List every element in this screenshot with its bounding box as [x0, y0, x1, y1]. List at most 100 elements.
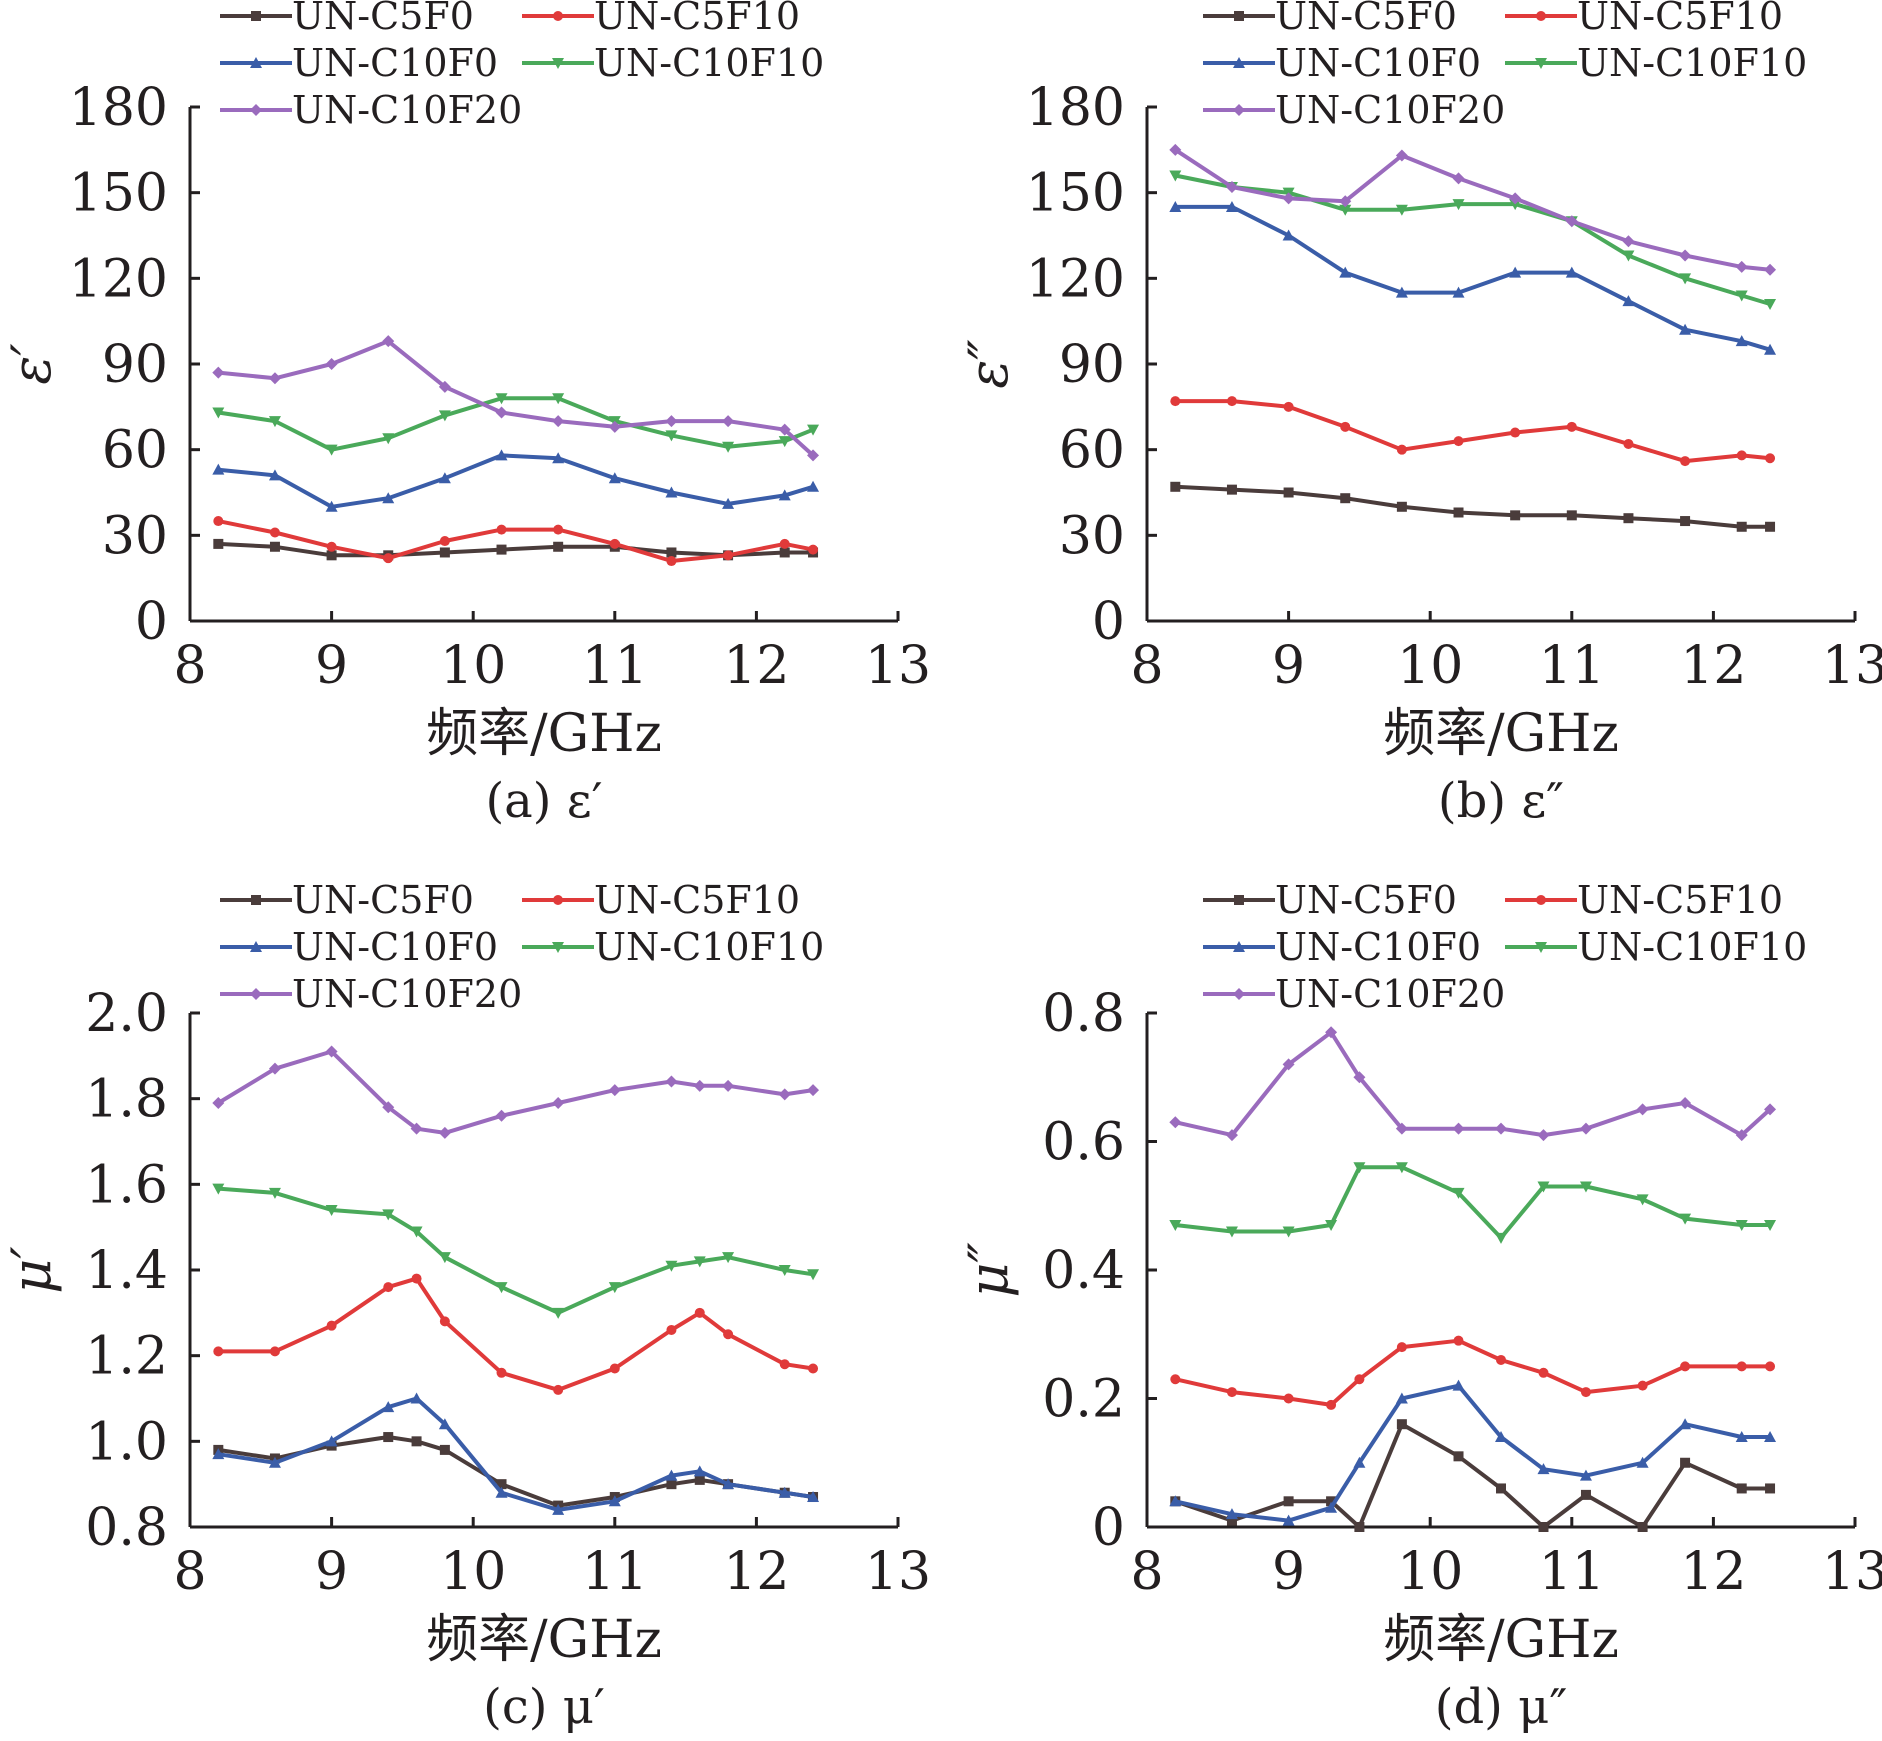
- data-point: [268, 1456, 281, 1468]
- legend-marker: [1233, 941, 1245, 952]
- data-point: [1736, 1483, 1747, 1494]
- x-tick-label: 11: [1539, 1542, 1605, 1602]
- data-point: [1325, 1220, 1338, 1232]
- data-point: [694, 1307, 705, 1318]
- x-axis-label: 频率/GHz: [1383, 1610, 1619, 1670]
- legend-label: UN-C5F0: [1275, 878, 1457, 922]
- data-point: [1736, 521, 1747, 532]
- data-point: [213, 1346, 224, 1357]
- series-line-UN-C10F0: [1175, 204, 1771, 352]
- data-point: [1496, 1354, 1506, 1365]
- y-tick-label: 0.8: [1042, 984, 1125, 1044]
- data-point: [1353, 1162, 1366, 1174]
- data-point: [438, 1252, 451, 1264]
- x-tick-label: 13: [1822, 636, 1882, 696]
- data-point: [383, 1432, 394, 1443]
- data-point: [1282, 229, 1295, 241]
- data-point: [1579, 1122, 1592, 1135]
- series-line-UN-C10F20: [1174, 148, 1771, 272]
- data-point: [1226, 1515, 1237, 1526]
- x-tick-label: 9: [1272, 636, 1305, 696]
- x-tick-label: 11: [582, 1542, 648, 1602]
- data-point: [1396, 1342, 1407, 1353]
- data-point: [1636, 1103, 1649, 1116]
- data-point: [1509, 192, 1522, 205]
- data-point: [552, 1307, 565, 1319]
- y-tick-label: 120: [1026, 249, 1125, 309]
- data-point: [1680, 1457, 1691, 1468]
- data-point: [608, 472, 621, 484]
- y-tick-label: 0: [1092, 592, 1125, 652]
- data-point: [779, 1359, 790, 1370]
- data-point: [268, 372, 281, 385]
- legend-label: UN-C10F20: [1275, 88, 1505, 132]
- data-point: [326, 541, 337, 552]
- data-point: [1637, 1522, 1648, 1532]
- data-point: [778, 1088, 791, 1101]
- series-line-UN-C10F0: [218, 1396, 814, 1512]
- data-point: [1282, 1514, 1295, 1526]
- x-tick-label: 12: [1680, 636, 1746, 696]
- data-point: [1452, 1187, 1465, 1199]
- legend-label: UN-C5F10: [1577, 0, 1783, 38]
- x-tick-label: 11: [1539, 636, 1605, 696]
- data-point: [1764, 1103, 1777, 1116]
- data-point: [438, 380, 451, 393]
- x-axis-label: 频率/GHz: [426, 1610, 662, 1670]
- data-point: [1679, 1418, 1692, 1430]
- y-tick-label: 1.0: [85, 1412, 168, 1472]
- data-point: [807, 1084, 820, 1097]
- data-point: [722, 441, 735, 453]
- data-point: [325, 358, 338, 370]
- series-line-UN-C5F10: [218, 1276, 814, 1392]
- data-point: [807, 424, 820, 436]
- data-point: [1170, 481, 1181, 492]
- data-point: [552, 1503, 565, 1515]
- data-point: [552, 1096, 565, 1109]
- data-point: [808, 544, 819, 555]
- data-point: [1764, 343, 1777, 355]
- data-point: [1679, 323, 1692, 335]
- data-point: [411, 1273, 422, 1284]
- data-point: [213, 516, 224, 527]
- data-point: [438, 1418, 451, 1430]
- data-point: [608, 1084, 621, 1097]
- x-tick-label: 12: [1680, 1542, 1746, 1602]
- legend-marker: [1234, 11, 1244, 21]
- data-point: [1510, 510, 1521, 521]
- legend-label: UN-C10F10: [594, 41, 824, 85]
- data-point: [552, 452, 565, 464]
- legend-marker: [250, 57, 262, 68]
- y-tick-label: 180: [69, 78, 168, 138]
- series-line-UN-C10F20: [217, 1049, 814, 1135]
- data-point: [1765, 1361, 1776, 1372]
- data-point: [1282, 1058, 1295, 1071]
- data-point: [665, 1469, 678, 1481]
- x-tick-label: 10: [1397, 1542, 1463, 1602]
- data-point: [608, 1282, 621, 1294]
- x-tick-label: 11: [582, 636, 648, 696]
- y-tick-label: 0: [1092, 1498, 1125, 1558]
- data-point: [1764, 1431, 1777, 1443]
- y-tick-label: 90: [1059, 335, 1125, 395]
- data-point: [666, 1324, 677, 1335]
- data-point: [1580, 1387, 1591, 1398]
- data-point: [552, 393, 565, 405]
- data-point: [1636, 1456, 1649, 1468]
- series-line-UN-C5F10: [1174, 1338, 1770, 1407]
- data-point: [212, 366, 225, 379]
- y-tick-label: 1.4: [85, 1241, 168, 1301]
- data-point: [1226, 396, 1237, 407]
- data-point: [495, 393, 508, 405]
- data-point: [1340, 493, 1351, 504]
- legend-marker: [553, 11, 563, 21]
- data-point: [665, 430, 678, 442]
- data-point: [1395, 204, 1408, 216]
- data-point: [1169, 170, 1182, 182]
- data-point: [1622, 235, 1635, 248]
- data-point: [553, 524, 564, 535]
- x-axis-label: 频率/GHz: [1383, 704, 1619, 764]
- data-point: [438, 472, 451, 484]
- data-point: [1566, 510, 1577, 521]
- series-line-UN-C10F0: [218, 453, 814, 509]
